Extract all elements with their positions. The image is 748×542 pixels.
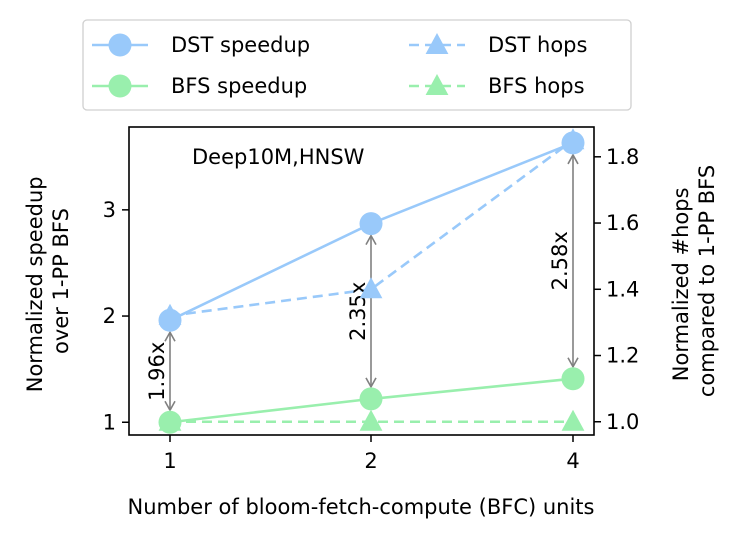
legend-label-dst-speedup: DST speedup xyxy=(171,33,310,57)
legend-marker-dst-speedup xyxy=(108,33,132,57)
legend: DST speedup BFS speedup DST hops BFS hops xyxy=(82,19,632,111)
dst-hops-point xyxy=(359,277,383,299)
speedup-arrow-head xyxy=(164,330,176,342)
legend-marker-bfs-speedup xyxy=(108,74,132,98)
x-tick-label: 2 xyxy=(364,449,377,473)
legend-marker-bfs-hops xyxy=(425,74,449,95)
bfs-hops-point xyxy=(359,409,383,431)
speedup-ratio-label: 1.96x xyxy=(145,342,169,401)
y-left-tick-label: 2 xyxy=(103,304,116,328)
dst-hops-point xyxy=(158,303,182,325)
x-tick-label: 1 xyxy=(163,449,176,473)
y-right-tick-label: 1.4 xyxy=(606,277,639,301)
speedup-arrow-head xyxy=(567,357,579,369)
legend-label-bfs-hops: BFS hops xyxy=(488,74,585,98)
y-axis-label-left: Normalized speedup over 1-PP BFS xyxy=(23,170,73,393)
y-right-tick-label: 1.8 xyxy=(606,145,639,169)
bfs-speedup-point xyxy=(359,387,383,411)
legend-frame xyxy=(82,19,632,111)
chart-annotation: Deep10M,HNSW xyxy=(192,145,365,169)
x-tick-label: 4 xyxy=(566,449,579,473)
dst-speedup-point xyxy=(359,212,383,236)
dst-hops-point xyxy=(561,128,585,150)
y-left-tick-label: 3 xyxy=(103,198,116,222)
y-axis-label-left-line1: Normalized speedup xyxy=(23,176,47,392)
y-right-tick-label: 1.2 xyxy=(606,344,639,368)
plot-area xyxy=(128,126,595,436)
y-axis-label-right-line2: compared to 1-PP BFS xyxy=(695,165,719,397)
y-right-tick-label: 1.0 xyxy=(606,410,639,434)
y-axis-label-right-line1: Normalized #hops xyxy=(669,187,693,381)
legend-marker-dst-hops xyxy=(425,33,449,54)
legend-label-bfs-speedup: BFS speedup xyxy=(171,74,307,98)
bfs-hops-point xyxy=(158,409,182,431)
y-axis-label-left-line2: over 1-PP BFS xyxy=(49,208,73,354)
y-left-tick-label: 1 xyxy=(103,410,116,434)
y-axis-label-right: Normalized #hops compared to 1-PP BFS xyxy=(669,165,719,397)
speedup-arrow-head xyxy=(365,234,377,246)
y-right-tick-label: 1.6 xyxy=(606,211,639,235)
speedup-arrow-head xyxy=(567,153,579,165)
x-axis-label: Number of bloom-fetch-compute (BFC) unit… xyxy=(128,495,595,519)
bfs-speedup-point xyxy=(561,367,585,391)
speedup-arrow-head xyxy=(365,377,377,389)
dst-hops-line xyxy=(169,139,574,318)
bfs-hops-point xyxy=(561,409,585,431)
speedup-ratio-label: 2.58x xyxy=(548,231,572,290)
legend-label-dst-hops: DST hops xyxy=(488,33,587,57)
